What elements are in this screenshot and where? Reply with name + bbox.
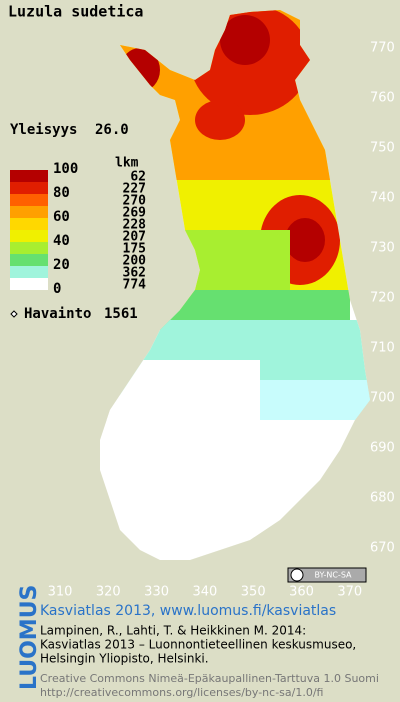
cc-badge: BY-NC-SA <box>287 567 367 583</box>
legend-scale-label: 40 <box>53 233 70 249</box>
license-badge: BY-NC-SA <box>314 571 352 580</box>
legend-swatch <box>10 194 48 206</box>
legend-swatch <box>10 170 48 182</box>
legend-count: 362 <box>123 266 146 281</box>
y-axis-label: 760 <box>370 91 395 106</box>
legend-count: 207 <box>123 230 146 245</box>
x-axis-label: 370 <box>337 585 362 600</box>
credit-line: Lampinen, R., Lahti, T. & Heikkinen M. 2… <box>40 624 306 638</box>
legend-scale-label: 20 <box>53 257 70 273</box>
legend-swatch <box>10 182 48 194</box>
license-line: http://creativecommons.org/licenses/by-n… <box>40 686 323 699</box>
x-axis-label: 360 <box>289 585 314 600</box>
y-axis-label: 750 <box>370 141 395 156</box>
y-axis-label: 670 <box>370 541 395 556</box>
legend-count: 62 <box>130 170 146 185</box>
y-axis-label: 700 <box>370 391 395 406</box>
observation-symbol <box>10 310 18 318</box>
legend-swatch <box>10 254 48 266</box>
legend-swatch <box>10 230 48 242</box>
legend-swatch <box>10 266 48 278</box>
y-axis-label: 740 <box>370 191 395 206</box>
x-axis-label: 310 <box>48 585 73 600</box>
legend-swatch <box>10 242 48 254</box>
y-axis-label: 680 <box>370 491 395 506</box>
observation-label: Havainto <box>24 306 91 322</box>
legend-count: 774 <box>123 278 147 293</box>
legend-swatch <box>10 278 48 290</box>
legend-scale-label: 80 <box>53 185 70 201</box>
logo: LUOMUS <box>17 585 42 690</box>
x-axis-label: 320 <box>96 585 121 600</box>
credit-heading: Kasviatlas 2013, www.luomus.fi/kasviatla… <box>40 603 336 619</box>
legend-count: 227 <box>123 182 146 197</box>
legend-scale-label: 0 <box>53 281 61 297</box>
y-axis-label: 710 <box>370 341 395 356</box>
legend-scale-label: 100 <box>53 161 78 177</box>
credit-line: Helsingin Yliopisto, Helsinki. <box>40 652 209 666</box>
count-header: lkm <box>115 156 139 171</box>
x-axis-label: 340 <box>192 585 217 600</box>
y-axis-label: 730 <box>370 241 395 256</box>
legend-count: 269 <box>123 206 146 221</box>
frequency-value: 26.0 <box>95 122 129 138</box>
y-axis-label: 720 <box>370 291 395 306</box>
observation-value: 1561 <box>104 306 138 322</box>
legend-count: 175 <box>123 242 146 257</box>
frequency-label: Yleisyys <box>10 122 77 138</box>
legend-swatch <box>10 218 48 230</box>
legend-count: 200 <box>123 254 147 269</box>
legend-count: 228 <box>123 218 147 233</box>
legend-count: 270 <box>123 194 147 209</box>
y-axis-label: 690 <box>370 441 395 456</box>
credit-line: Kasviatlas 2013 – Luonnontieteellinen ke… <box>40 638 356 652</box>
legend-swatch <box>10 206 48 218</box>
legend-scale-label: 60 <box>53 209 70 225</box>
x-axis-label: 350 <box>241 585 266 600</box>
license-line: Creative Commons Nimeä-Epäkaupallinen-Ta… <box>40 672 379 685</box>
y-axis-label: 770 <box>370 41 395 56</box>
map-title: Luzula sudetica <box>8 3 143 21</box>
x-axis-label: 330 <box>144 585 169 600</box>
